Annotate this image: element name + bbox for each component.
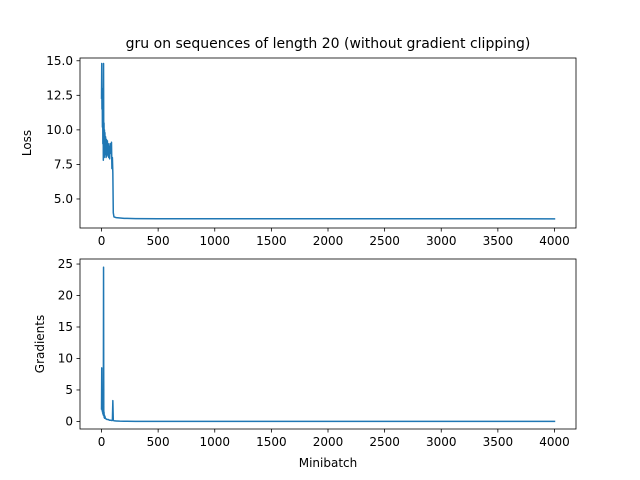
gradients-y-ticks: 0 5 10 15 20 25 (58, 257, 80, 428)
gradients-x-tick-label: 0 (98, 435, 106, 449)
gradients-x-ticks: 0 500 1000 1500 2000 2500 3000 3500 4000 (98, 429, 570, 449)
gradients-y-axis-label: Gradients (33, 315, 47, 373)
gradients-x-tick-label: 1000 (199, 435, 230, 449)
loss-y-tick-label: 7.5 (54, 157, 73, 171)
gradients-y-tick-label: 10 (58, 351, 73, 365)
loss-y-tick-label: 12.5 (46, 88, 73, 102)
gradients-plot-frame (79, 258, 577, 430)
gradients-x-tick-label: 2000 (313, 435, 344, 449)
gradients-x-tick-label: 3500 (483, 435, 514, 449)
loss-chart-title: gru on sequences of length 20 (without g… (126, 36, 531, 52)
gradients-y-tick-label: 5 (65, 383, 73, 397)
loss-x-tick-label: 3500 (483, 234, 514, 248)
loss-plot-frame (79, 57, 577, 229)
gradients-x-tick-label: 1500 (256, 435, 287, 449)
loss-x-tick-label: 3000 (426, 234, 457, 248)
gradients-series-line-0 (100, 266, 556, 423)
loss-x-tick-label: 1500 (256, 234, 287, 248)
gradients-y-tick-label: 0 (65, 414, 73, 428)
loss-x-tick-label: 1000 (199, 234, 230, 248)
gradients-x-tick-label: 4000 (539, 435, 570, 449)
gradients-y-tick-label: 25 (58, 257, 73, 271)
gradients-y-tick-label: 15 (58, 320, 73, 334)
loss-x-tick-label: 2000 (313, 234, 344, 248)
gradients-x-tick-label: 3000 (426, 435, 457, 449)
loss-x-tick-label: 500 (147, 234, 170, 248)
loss-y-axis-label: Loss (20, 130, 34, 156)
loss-y-tick-label: 5.0 (54, 192, 73, 206)
loss-x-ticks: 0 500 1000 1500 2000 2500 3000 3500 4000 (98, 228, 570, 248)
loss-y-tick-label: 15.0 (46, 54, 73, 68)
gradients-x-tick-label: 2500 (369, 435, 400, 449)
gradients-y-tick-label: 20 (58, 289, 73, 303)
loss-x-tick-label: 2500 (369, 234, 400, 248)
gradients-panel: Gradients Minibatch 0 500 1000 1500 2000 2500… (33, 257, 577, 470)
loss-y-ticks: 5.0 7.5 10.0 12.5 15.0 (46, 54, 80, 206)
loss-series-layer (100, 62, 556, 220)
gradients-series-layer (100, 266, 556, 423)
loss-x-tick-label: 0 (98, 234, 106, 248)
loss-panel: gru on sequences of length 20 (without g… (20, 36, 577, 248)
gradients-x-tick-label: 500 (147, 435, 170, 449)
gradients-x-axis-label: Minibatch (299, 456, 358, 470)
loss-y-tick-label: 10.0 (46, 123, 73, 137)
loss-series-line-0 (100, 62, 556, 220)
loss-x-tick-label: 4000 (539, 234, 570, 248)
